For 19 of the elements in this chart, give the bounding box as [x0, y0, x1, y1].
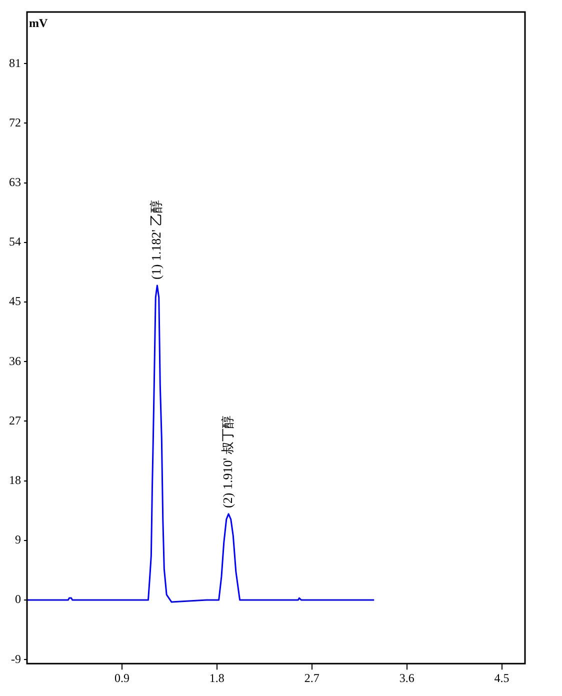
y-tick-label: 63 [9, 175, 21, 190]
annotation: (2) 1.910' 叔丁醇 [220, 416, 235, 508]
y-tick-label: 0 [15, 592, 21, 606]
y-tick-label: 45 [9, 294, 21, 308]
y-tick-label: 54 [9, 234, 21, 249]
x-tick-label: 2.7 [304, 670, 320, 685]
y-tick-label: 72 [9, 115, 21, 130]
x-tick-label: 4.5 [494, 670, 510, 685]
y-tick-label: 9 [15, 532, 21, 547]
x-tick-label: 0.9 [114, 670, 130, 685]
y-tick-label: -9 [11, 652, 21, 666]
x-tick-label: 1.8 [209, 670, 224, 685]
y-tick-label: 36 [9, 354, 21, 368]
annotation: (1) 1.182' 乙醇 [148, 200, 164, 280]
y-tick-label: 18 [9, 472, 21, 487]
x-tick-label: 3.6 [399, 670, 414, 685]
y-tick-label: 27 [9, 413, 21, 428]
y-axis-title: mV [29, 16, 48, 30]
y-tick-label: 81 [9, 56, 21, 70]
